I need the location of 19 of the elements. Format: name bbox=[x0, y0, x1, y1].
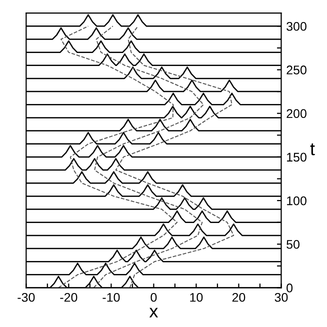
x-tick-label: 0 bbox=[150, 292, 157, 302]
y-axis-title: t bbox=[310, 143, 315, 156]
y-tick-label: 0 bbox=[286, 284, 293, 292]
x-tick-label: -10 bbox=[102, 292, 120, 302]
line-series bbox=[115, 26, 234, 288]
y-tick-label: 150 bbox=[287, 152, 306, 162]
line-series bbox=[58, 26, 178, 288]
x-axis-title: x bbox=[149, 308, 158, 318]
y-tick-label: 50 bbox=[286, 240, 300, 249]
line-series bbox=[93, 26, 204, 288]
y-tick-label: 250 bbox=[286, 66, 306, 74]
x-tick-label: 30 bbox=[274, 292, 288, 302]
y-tick-label: 300 bbox=[286, 22, 306, 31]
y-tick-label: 200 bbox=[286, 109, 306, 118]
x-tick-label: -20 bbox=[60, 292, 78, 302]
x-tick-label: 10 bbox=[190, 292, 203, 302]
x-tick-label: -30 bbox=[18, 292, 35, 302]
y-tick-label: 100 bbox=[287, 196, 306, 206]
x-tick-label: 20 bbox=[232, 292, 246, 302]
